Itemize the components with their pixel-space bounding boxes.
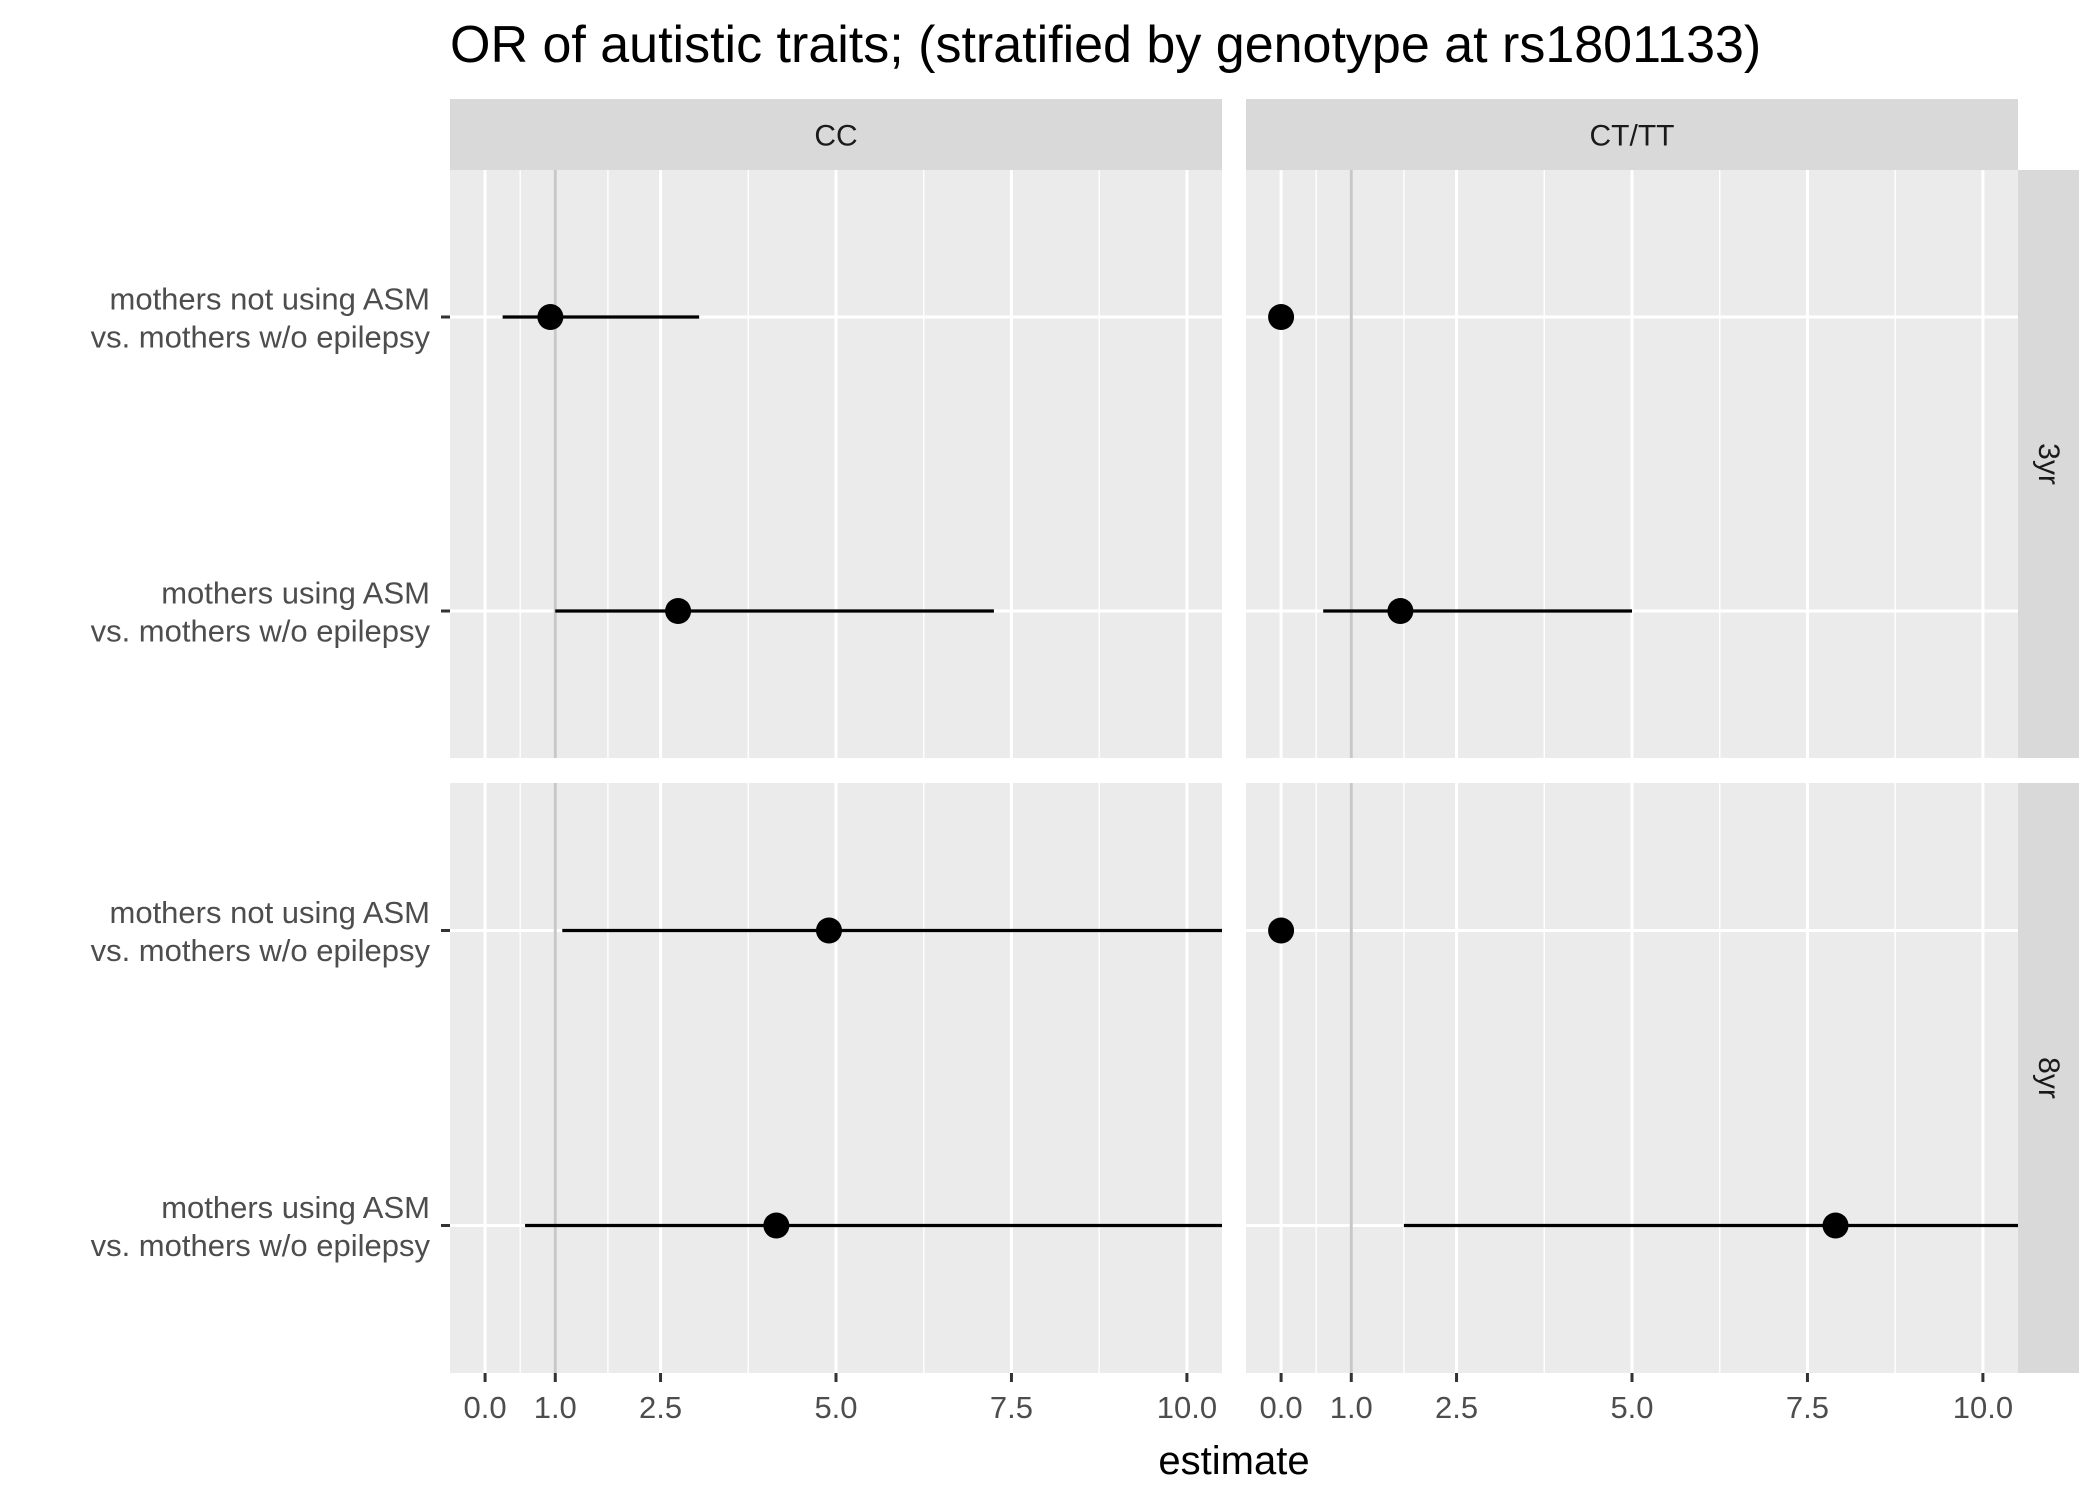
estimate-point [1387,598,1414,624]
estimate-point [665,598,692,624]
x-tick-label: 5.0 [814,1390,857,1425]
estimate-point [1268,917,1295,944]
y-tick-label-line: mothers using ASM [161,575,430,610]
y-tick-label-line: vs. mothers w/o epilepsy [91,319,431,354]
x-tick-label: 0.0 [464,1390,507,1425]
estimate-point [1822,1212,1849,1239]
x-tick-label: 5.0 [1610,1390,1653,1425]
chart-title: OR of autistic traits; (stratified by ge… [450,16,1761,74]
estimate-point [815,917,842,944]
x-tick-label: 7.5 [1786,1390,1829,1425]
column-strip [450,99,1222,170]
estimate-point [1268,304,1295,330]
y-tick-label-line: vs. mothers w/o epilepsy [91,933,431,968]
column-strip-label: CT/TT [1590,120,1675,153]
x-tick-label: 10.0 [1953,1390,2013,1425]
y-tick-label-line: vs. mothers w/o epilepsy [91,1228,431,1263]
column-strip-label: CC [814,120,857,153]
x-axis-title: estimate [1158,1439,1309,1483]
row-strip [2018,170,2079,758]
y-tick-label: mothers using ASM vs. mothers w/o epileps… [91,575,431,648]
x-tick-label: 10.0 [1157,1390,1217,1425]
estimate-point [537,304,564,330]
column-strip [1246,99,2018,170]
y-tick-label-line: mothers not using ASM [110,281,431,316]
y-tick-label-line: mothers using ASM [161,1190,430,1225]
x-tick-label: 2.5 [639,1390,682,1425]
x-tick-label: 1.0 [534,1390,577,1425]
row-strip-label: 8yr [2032,1057,2065,1099]
row-strip [2018,783,2079,1373]
y-tick-label: mothers not using ASM vs. mothers w/o epi… [91,895,431,968]
x-tick-label: 2.5 [1435,1390,1478,1425]
y-tick-label: mothers using ASM vs. mothers w/o epileps… [91,1190,431,1263]
x-tick-label: 0.0 [1260,1390,1303,1425]
y-tick-label-line: mothers not using ASM [110,895,431,930]
y-tick-label-line: vs. mothers w/o epilepsy [91,613,431,648]
estimate-point [763,1212,790,1239]
x-tick-label: 1.0 [1330,1390,1373,1425]
y-tick-label: mothers not using ASM vs. mothers w/o epi… [91,281,431,354]
x-tick-label: 7.5 [990,1390,1033,1425]
row-strip-label: 3yr [2032,443,2065,485]
